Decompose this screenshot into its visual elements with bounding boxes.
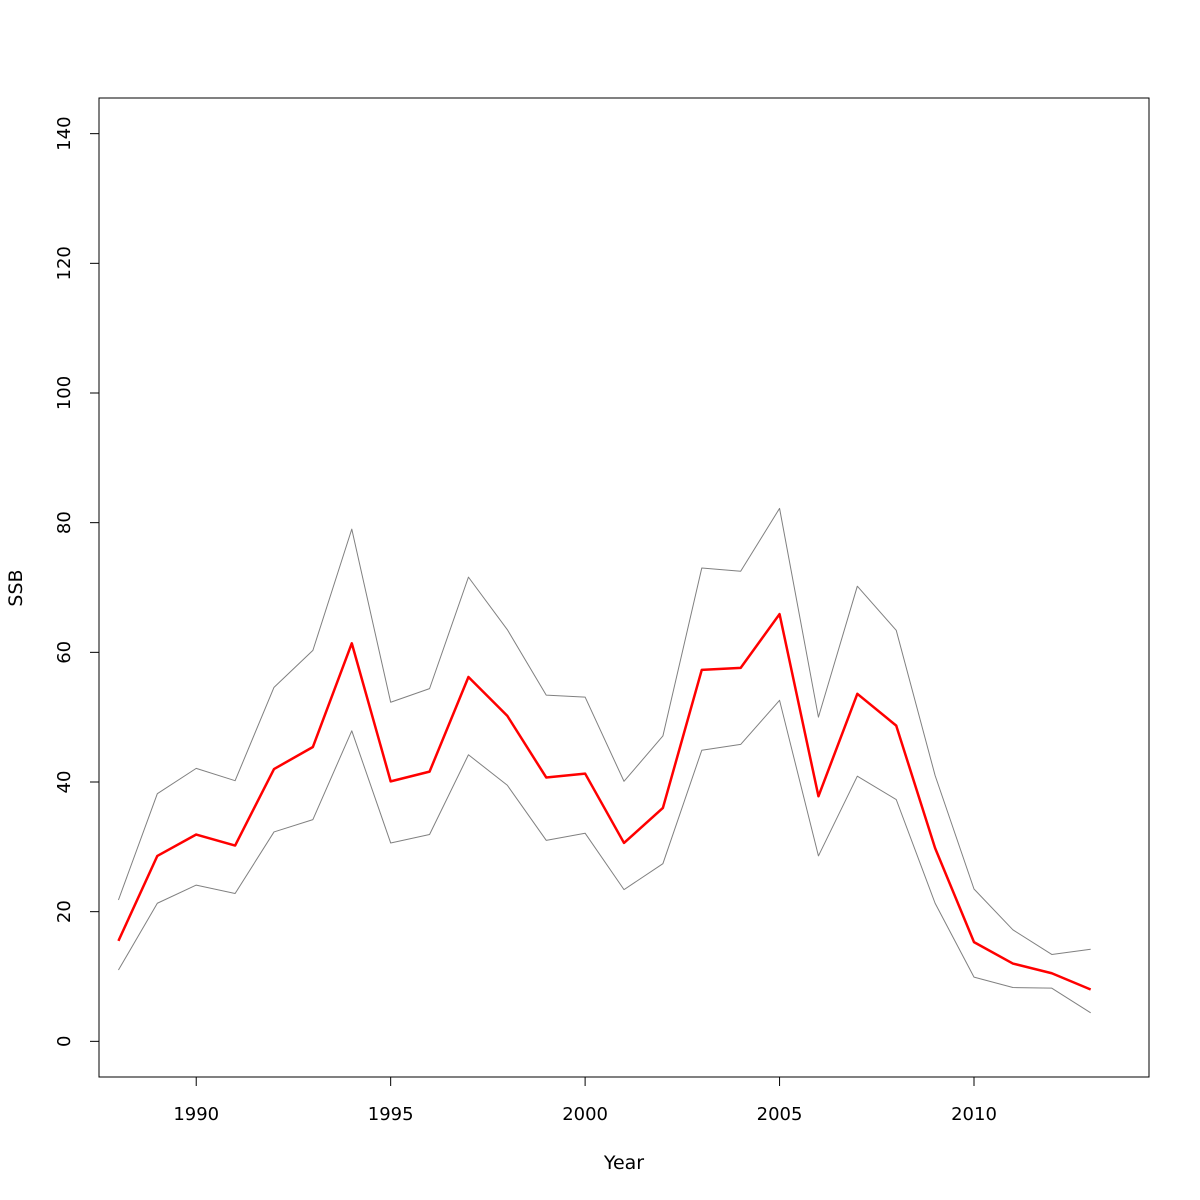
y-tick-label: 40 xyxy=(54,771,75,794)
x-axis: 1990 1995 2000 2005 2010 xyxy=(173,1076,997,1125)
x-tick-label: 2000 xyxy=(562,1104,608,1125)
y-tick-label: 0 xyxy=(54,1036,75,1047)
y-tick-label: 60 xyxy=(54,641,75,664)
x-tick-label: 2005 xyxy=(757,1104,803,1125)
y-tick-label: 140 xyxy=(54,116,75,150)
y-tick-label: 20 xyxy=(54,900,75,923)
x-tick-label: 2010 xyxy=(951,1104,997,1125)
y-tick-label: 120 xyxy=(54,246,75,280)
upper-bound-line xyxy=(117,507,1091,955)
y-tick-label: 100 xyxy=(54,376,75,410)
plot-frame xyxy=(98,97,1150,1078)
lower-bound-line xyxy=(118,699,1091,1014)
x-tick-label: 1995 xyxy=(368,1104,414,1125)
series-lines xyxy=(117,507,1092,1014)
y-tick-label: 80 xyxy=(54,511,75,534)
ssb-estimate-line xyxy=(117,612,1092,991)
x-axis-label: Year xyxy=(603,1152,644,1174)
x-tick-label: 1990 xyxy=(173,1104,219,1125)
y-axis: 0 20 40 60 80 100 120 140 xyxy=(54,116,100,1047)
y-axis-label: SSB xyxy=(5,569,27,606)
